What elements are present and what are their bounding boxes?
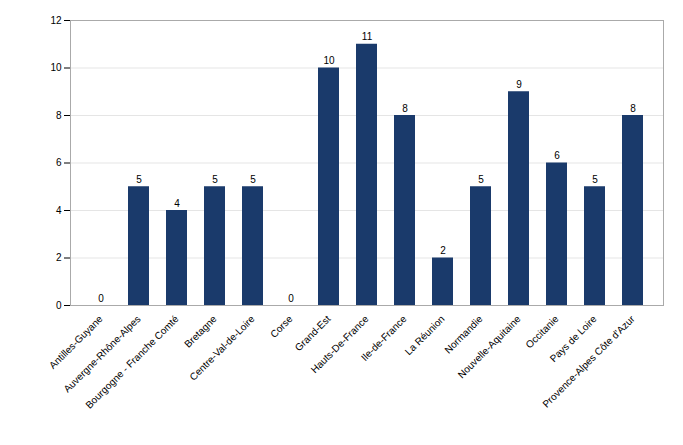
svg-text:Ile-de-France: Ile-de-France xyxy=(359,313,409,363)
svg-text:5: 5 xyxy=(478,174,484,185)
svg-text:Normandie: Normandie xyxy=(442,313,485,356)
svg-text:0: 0 xyxy=(98,293,104,304)
svg-text:0: 0 xyxy=(288,293,294,304)
svg-text:Grand-Est: Grand-Est xyxy=(293,313,333,353)
svg-text:12: 12 xyxy=(50,15,62,26)
svg-text:Occitanie: Occitanie xyxy=(523,313,561,351)
svg-text:Nouvelle-Aquitaine: Nouvelle-Aquitaine xyxy=(456,313,523,380)
svg-text:Bretagne: Bretagne xyxy=(182,313,219,350)
svg-text:11: 11 xyxy=(362,31,373,42)
svg-text:4: 4 xyxy=(56,205,62,216)
svg-text:2: 2 xyxy=(440,245,446,256)
svg-text:Provence-Alpes Côte d'Azur: Provence-Alpes Côte d'Azur xyxy=(540,313,637,410)
svg-text:8: 8 xyxy=(402,103,408,114)
svg-text:8: 8 xyxy=(56,110,62,121)
svg-text:5: 5 xyxy=(592,174,598,185)
svg-text:La Réunion: La Réunion xyxy=(403,313,447,357)
svg-text:9: 9 xyxy=(516,79,522,90)
svg-text:Auvergne-Rhône-Alpes: Auvergne-Rhône-Alpes xyxy=(61,313,142,394)
svg-text:Hauts-De-France: Hauts-De-France xyxy=(309,313,371,375)
svg-text:2: 2 xyxy=(56,252,62,263)
svg-text:6: 6 xyxy=(554,150,560,161)
svg-text:Antilles-Guyane: Antilles-Guyane xyxy=(47,313,105,371)
svg-text:10: 10 xyxy=(50,62,62,73)
svg-text:0: 0 xyxy=(56,300,62,311)
svg-text:5: 5 xyxy=(212,174,218,185)
svg-text:10: 10 xyxy=(323,55,335,66)
svg-text:4: 4 xyxy=(174,198,180,209)
svg-text:8: 8 xyxy=(630,103,636,114)
svg-text:6: 6 xyxy=(56,157,62,168)
svg-text:Pays de Loire: Pays de Loire xyxy=(547,313,599,365)
svg-text:5: 5 xyxy=(136,174,142,185)
svg-text:Bourgogne - Franche Comté: Bourgogne - Franche Comté xyxy=(83,313,181,411)
svg-text:5: 5 xyxy=(250,174,256,185)
svg-text:Corse: Corse xyxy=(268,313,295,340)
svg-text:Centre-Val-de-Loire: Centre-Val-de-Loire xyxy=(187,313,257,383)
